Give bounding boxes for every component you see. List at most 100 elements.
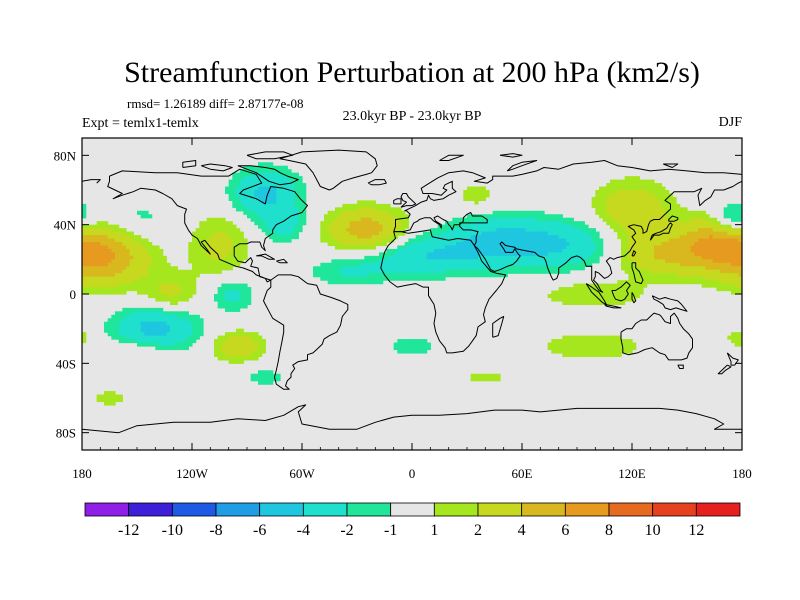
contour-cell <box>665 269 670 274</box>
contour-cell <box>657 255 662 260</box>
coastline <box>677 364 684 369</box>
contour-cell <box>349 207 354 212</box>
contour-cell <box>621 235 626 240</box>
contour-cell <box>705 245 710 250</box>
contour-cell <box>632 287 637 292</box>
contour-cell <box>287 221 292 226</box>
contour-cell <box>397 349 402 354</box>
contour-cell <box>382 255 387 260</box>
contour-cell <box>412 339 417 344</box>
contour-cell <box>646 193 651 198</box>
contour-cell <box>599 300 604 305</box>
contour-cell <box>456 273 461 278</box>
contour-cell <box>181 297 186 302</box>
contour-cell <box>195 259 200 264</box>
contour-cell <box>588 235 593 240</box>
contour-cell <box>192 269 197 274</box>
contour-cell <box>624 200 629 205</box>
contour-cell <box>599 248 604 253</box>
contour-cell <box>731 207 736 212</box>
contour-cell <box>727 238 732 243</box>
contour-cell <box>577 335 582 340</box>
contour-cell <box>481 252 486 257</box>
contour-cell <box>261 217 266 222</box>
contour-cell <box>265 221 270 226</box>
contour-cell <box>144 266 149 271</box>
contour-cell <box>621 255 626 260</box>
contour-cell <box>122 335 127 340</box>
contour-cell <box>261 186 266 191</box>
contour-cell <box>415 339 420 344</box>
contour-cell <box>540 210 545 215</box>
contour-cell <box>606 297 611 302</box>
colorbar-label: -8 <box>209 522 222 539</box>
contour-cell <box>122 283 127 288</box>
contour-cell <box>401 266 406 271</box>
contour-cell <box>734 342 739 347</box>
contour-cell <box>283 179 288 184</box>
contour-cell <box>533 269 538 274</box>
contour-cell <box>496 235 501 240</box>
contour-cell <box>635 190 640 195</box>
x-tick-label: 120W <box>176 466 209 481</box>
contour-cell <box>162 266 167 271</box>
contour-cell <box>731 283 736 288</box>
contour-cell <box>632 283 637 288</box>
contour-cell <box>485 228 490 233</box>
contour-cell <box>511 266 516 271</box>
contour-cell <box>232 186 237 191</box>
contour-cell <box>525 262 530 267</box>
contour-cell <box>140 283 145 288</box>
contour-cell <box>580 342 585 347</box>
contour-cell <box>478 228 483 233</box>
contour-cell <box>104 259 109 264</box>
contour-cell <box>503 259 508 264</box>
contour-cell <box>668 235 673 240</box>
contour-cell <box>111 328 116 333</box>
contour-cell <box>181 311 186 316</box>
contour-cell <box>602 339 607 344</box>
contour-cell <box>85 242 90 247</box>
contour-cell <box>166 297 171 302</box>
contour-cell <box>595 349 600 354</box>
contour-cell <box>720 235 725 240</box>
contour-cell <box>140 245 145 250</box>
contour-cell <box>485 193 490 198</box>
contour-cell <box>393 248 398 253</box>
contour-cell <box>533 228 538 233</box>
colorbar-box <box>128 502 173 517</box>
contour-cell <box>738 266 742 271</box>
contour-cell <box>580 262 585 267</box>
contour-cell <box>654 186 659 191</box>
contour-cell <box>144 269 149 274</box>
contour-cell <box>192 318 197 323</box>
contour-cell <box>738 242 742 247</box>
contour-cell <box>236 346 241 351</box>
contour-cell <box>287 183 292 188</box>
contour-cell <box>144 252 149 257</box>
contour-cell <box>738 339 742 344</box>
contour-cell <box>672 269 677 274</box>
contour-cell <box>291 190 296 195</box>
contour-cell <box>250 190 255 195</box>
contour-cell <box>353 238 358 243</box>
contour-cell <box>177 342 182 347</box>
contour-cell <box>738 290 742 295</box>
contour-cell <box>577 349 582 354</box>
contour-cell <box>448 248 453 253</box>
contour-cell <box>265 196 270 201</box>
contour-cell <box>624 221 629 226</box>
contour-cell <box>701 269 706 274</box>
contour-cell <box>668 217 673 222</box>
contour-cell <box>225 335 230 340</box>
contour-cell <box>646 179 651 184</box>
contour-cell <box>126 307 131 312</box>
contour-cell <box>133 262 138 267</box>
contour-cell <box>173 314 178 319</box>
contour-cell <box>269 169 274 174</box>
contour-cell <box>386 269 391 274</box>
contour-cell <box>698 252 703 257</box>
contour-cell <box>397 224 402 229</box>
contour-cell <box>474 228 479 233</box>
contour-cell <box>177 283 182 288</box>
